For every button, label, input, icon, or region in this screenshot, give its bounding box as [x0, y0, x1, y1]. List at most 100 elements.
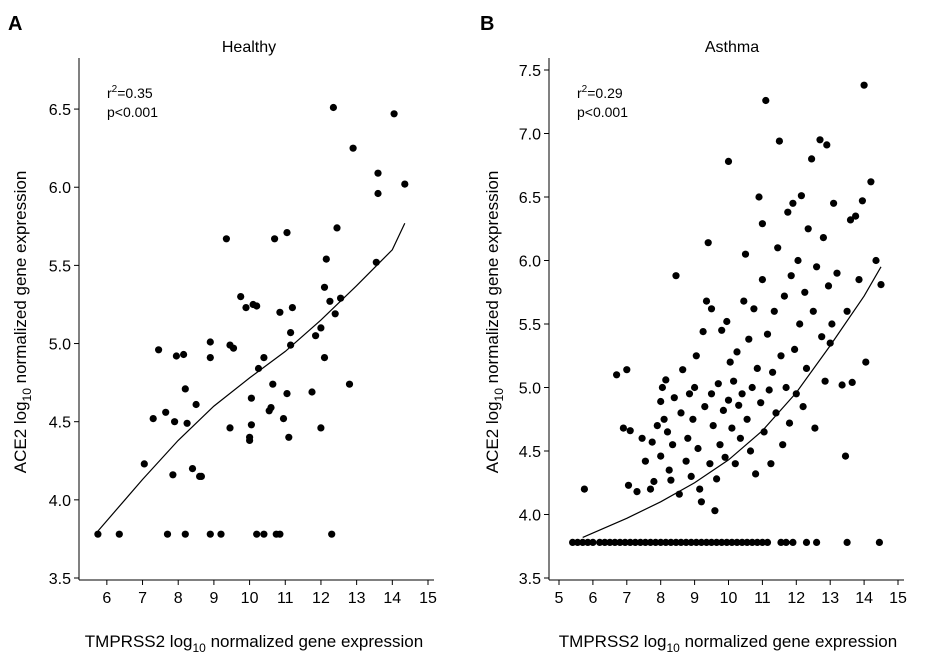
data-point — [797, 192, 806, 200]
data-point — [828, 320, 836, 328]
y-tick-label: 3.5 — [519, 571, 541, 588]
data-point — [285, 433, 293, 441]
x-tick-label: 10 — [720, 590, 738, 607]
data-point — [780, 292, 789, 300]
data-point — [345, 380, 354, 388]
data-point — [811, 424, 819, 432]
panel-b-letter: B — [480, 13, 494, 35]
data-point — [254, 364, 263, 373]
data-point — [787, 272, 795, 280]
data-point — [862, 358, 870, 366]
data-point — [687, 472, 695, 480]
data-point — [738, 390, 746, 398]
data-point — [242, 304, 250, 312]
data-point — [757, 399, 765, 407]
data-point — [337, 294, 345, 302]
data-point — [670, 394, 678, 402]
data-point — [714, 380, 722, 388]
data-point — [682, 457, 690, 465]
data-point — [741, 250, 750, 258]
data-point — [748, 383, 756, 392]
data-point — [665, 466, 673, 474]
data-point — [789, 538, 797, 547]
panel-a-ylabel-rest: normalized gene expression — [11, 171, 30, 388]
data-point — [772, 409, 780, 417]
data-point — [723, 538, 731, 547]
data-point — [180, 350, 188, 359]
data-point — [589, 538, 597, 547]
data-point — [758, 276, 767, 284]
data-point — [767, 460, 775, 468]
data-point — [283, 229, 291, 237]
data-point — [320, 283, 329, 291]
data-point — [813, 263, 821, 271]
data-point — [802, 364, 811, 372]
panel-b-fit-line — [582, 266, 882, 538]
data-point — [794, 256, 802, 265]
data-point — [877, 281, 885, 289]
y-tick-label: 4.5 — [519, 444, 541, 461]
data-point — [711, 507, 719, 515]
data-point — [713, 538, 721, 547]
data-point — [624, 481, 633, 489]
data-point — [763, 330, 772, 338]
panel-b-ylabel-rest: normalized gene expression — [483, 171, 502, 388]
y-tick-label: 7.0 — [519, 127, 541, 144]
data-point — [663, 428, 672, 436]
data-point — [287, 329, 295, 337]
data-point — [728, 538, 736, 547]
data-point — [821, 377, 829, 385]
data-point — [818, 333, 826, 341]
data-point — [770, 307, 778, 315]
y-tick-label: 5.0 — [49, 337, 71, 354]
panel-b-title: Asthma — [705, 39, 759, 56]
y-tick-label: 6.0 — [519, 254, 541, 271]
data-point — [777, 538, 785, 547]
data-point — [667, 538, 675, 547]
data-point — [320, 354, 329, 362]
data-point — [702, 297, 711, 305]
data-point — [753, 538, 761, 547]
data-point — [149, 415, 157, 423]
data-point — [736, 434, 745, 442]
data-point — [584, 538, 592, 547]
panel-a-xlabel-rest: normalized gene expression — [206, 632, 423, 651]
data-point — [271, 235, 279, 243]
x-tick-label: 11 — [277, 590, 294, 607]
data-point — [875, 538, 884, 547]
data-point — [697, 538, 706, 547]
data-point — [733, 538, 741, 547]
data-point — [823, 141, 831, 149]
data-point — [646, 485, 655, 493]
data-point — [860, 81, 868, 89]
panel-b: B Asthma r2=0.29 p<0.001 TMPRSS2 log10 n… — [480, 13, 907, 654]
data-point — [719, 406, 728, 414]
data-point — [785, 419, 794, 427]
data-point — [846, 216, 855, 224]
panel-a-ylabel: ACE2 log10 normalized gene expression — [11, 171, 34, 474]
data-point — [222, 235, 230, 243]
data-point — [94, 530, 102, 538]
data-point — [775, 137, 784, 145]
y-tick-label: 7.5 — [519, 63, 541, 80]
data-point — [616, 538, 624, 547]
x-tick-label: 5 — [555, 590, 564, 607]
data-point — [606, 538, 614, 547]
panel-b-xlabel: TMPRSS2 log10 normalized gene expression — [559, 632, 897, 654]
data-point — [667, 476, 675, 484]
data-point — [596, 538, 604, 547]
data-point — [206, 530, 214, 538]
data-point — [657, 397, 665, 406]
data-point — [799, 403, 807, 411]
data-point — [752, 470, 760, 478]
data-point — [580, 485, 589, 493]
data-point — [758, 220, 767, 228]
data-point — [247, 394, 255, 402]
panel-a-ylabel-sub: 10 — [20, 388, 34, 402]
data-point — [816, 136, 824, 144]
x-tick-label: 7 — [138, 590, 147, 607]
x-tick-label: 15 — [889, 590, 907, 607]
data-point — [308, 388, 316, 396]
panel-b-r2-label: r — [577, 85, 582, 101]
